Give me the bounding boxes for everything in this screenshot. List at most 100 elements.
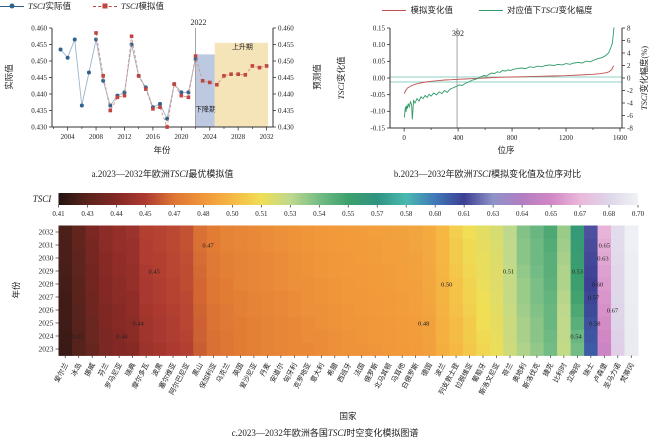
svg-text:2031: 2031 <box>39 240 54 249</box>
svg-text:0.44: 0.44 <box>110 210 123 218</box>
svg-text:2004: 2004 <box>61 133 76 141</box>
colorbar-label: TSCI <box>32 194 52 204</box>
svg-text:-6: -6 <box>627 112 633 120</box>
svg-text:0.445: 0.445 <box>278 74 294 82</box>
svg-text:2023: 2023 <box>39 344 54 353</box>
svg-text:2008: 2008 <box>89 133 104 141</box>
svg-text:2032: 2032 <box>39 227 54 236</box>
svg-text:冰岛: 冰岛 <box>69 361 84 378</box>
svg-text:0.455: 0.455 <box>278 41 294 49</box>
legend-label: TSCI实际值 <box>28 1 71 11</box>
svg-text:爱尔兰: 爱尔兰 <box>52 361 70 384</box>
svg-text:0.50: 0.50 <box>226 210 239 218</box>
svg-text:0: 0 <box>402 134 406 142</box>
svg-text:-4: -4 <box>627 99 633 107</box>
svg-text:0.450: 0.450 <box>31 57 47 65</box>
legend-item-tsci-actual: TSCI实际值 <box>0 0 71 12</box>
svg-text:0.430: 0.430 <box>31 123 47 131</box>
svg-text:0.51: 0.51 <box>255 210 268 218</box>
svg-text:0.58: 0.58 <box>400 210 413 218</box>
svg-text:波黑: 波黑 <box>150 361 165 378</box>
svg-text:0.48: 0.48 <box>197 210 210 218</box>
heatmap-canvas: 0.41 0.43 0.44 0.45 0.47 0.48 0.50 0.51 0.53 0.54… <box>39 193 645 396</box>
svg-text:2012: 2012 <box>117 133 132 141</box>
svg-text:0.48: 0.48 <box>418 320 429 327</box>
ylabel-actual-value: 实际值 <box>4 64 14 90</box>
legend-b: 模拟变化值 对应值下TSCI变化幅度 <box>325 4 650 16</box>
chart-b-canvas: 392 -0.15 -0.10 -0.05 0.00 0.05 0.10 0.15 -8 -6 -4… <box>370 24 633 142</box>
svg-text:2016: 2016 <box>146 133 161 141</box>
svg-text:0.68: 0.68 <box>603 210 616 218</box>
svg-text:2025: 2025 <box>39 318 54 327</box>
chart-b: 392 -0.15 -0.10 -0.05 0.00 0.05 0.10 0.15 -8 -6 -4… <box>370 24 633 142</box>
svg-text:黑山: 黑山 <box>190 361 205 378</box>
svg-text:0.440: 0.440 <box>278 90 294 98</box>
svg-text:8: 8 <box>627 24 631 32</box>
caption-b: b.2023—2032年欧洲TSCI模拟变化值及位序对比 <box>393 169 582 179</box>
svg-text:0.460: 0.460 <box>31 24 47 32</box>
svg-text:0.43: 0.43 <box>81 210 94 218</box>
svg-text:400: 400 <box>453 134 464 142</box>
caption-c: c.2023—2032年欧洲各国TSCI时空变化模拟图谱 <box>231 428 419 438</box>
svg-text:0.44: 0.44 <box>116 333 128 340</box>
svg-text:0.435: 0.435 <box>278 107 294 115</box>
svg-text:0.00: 0.00 <box>373 74 386 82</box>
svg-text:2027: 2027 <box>39 292 54 301</box>
svg-text:-0.05: -0.05 <box>370 91 385 99</box>
svg-text:希腊: 希腊 <box>325 361 340 378</box>
svg-text:0.53: 0.53 <box>572 268 583 275</box>
svg-text:0.61: 0.61 <box>458 210 471 218</box>
svg-text:0.15: 0.15 <box>373 24 386 32</box>
svg-text:法国: 法国 <box>352 361 367 378</box>
svg-text:2026: 2026 <box>39 305 54 314</box>
svg-text:0.47: 0.47 <box>202 242 214 249</box>
chart-a-canvas: 下降期 上升期 2022 0.430 0.435 0.440 0.445 0.450 0.455… <box>31 18 294 141</box>
svg-text:4: 4 <box>627 49 631 57</box>
svg-text:0.58: 0.58 <box>589 320 600 327</box>
svg-text:0.54: 0.54 <box>313 210 326 218</box>
svg-text:2024: 2024 <box>203 133 218 141</box>
svg-text:0.64: 0.64 <box>516 210 529 218</box>
svg-text:0.70: 0.70 <box>632 210 645 218</box>
svg-text:0.460: 0.460 <box>278 24 294 32</box>
svg-text:波兰: 波兰 <box>433 361 448 378</box>
caption-a: a.2023—2032年欧洲TSCI最优模拟值 <box>91 169 234 179</box>
svg-text:2024: 2024 <box>39 331 54 340</box>
svg-text:0.53: 0.53 <box>284 210 297 218</box>
svg-text:0.63: 0.63 <box>597 255 608 262</box>
line-circle-marker-icon <box>0 3 24 9</box>
svg-text:德国: 德国 <box>419 361 434 378</box>
legend-a: TSCI实际值 TSCI模拟值 <box>0 0 164 12</box>
svg-text:2032: 2032 <box>260 133 275 141</box>
svg-text:2022: 2022 <box>191 18 207 27</box>
svg-text:0.440: 0.440 <box>31 90 47 98</box>
legend-item-tsci-sim: TSCI模拟值 <box>93 0 164 12</box>
legend-item-sim-change: 模拟变化值 <box>382 4 453 16</box>
svg-text:0.455: 0.455 <box>31 41 47 49</box>
svg-text:0.50: 0.50 <box>441 281 452 288</box>
svg-text:2029: 2029 <box>39 266 54 275</box>
svg-text:瑞典: 瑞典 <box>123 361 138 378</box>
svg-text:瑞士: 瑞士 <box>581 361 596 378</box>
svg-text:丹麦: 丹麦 <box>258 361 273 378</box>
legend-label: TSCI模拟值 <box>121 1 164 11</box>
svg-text:2028: 2028 <box>231 133 246 141</box>
svg-text:0.44: 0.44 <box>132 320 144 327</box>
svg-text:0.10: 0.10 <box>373 41 386 49</box>
svg-text:0.445: 0.445 <box>31 74 47 82</box>
ylabel-heatmap-year: 年份 <box>11 281 21 299</box>
series-对应值下TSCI变化幅度 <box>403 27 615 120</box>
ylabel-predicted-value: 预测值 <box>312 64 322 90</box>
legend-item-change-amplitude: 对应值下TSCI变化幅度 <box>479 4 593 16</box>
legend-label: 对应值下TSCI变化幅度 <box>507 5 593 15</box>
svg-text:-0.15: -0.15 <box>370 124 385 132</box>
colorbar <box>58 193 638 205</box>
svg-text:上升期: 上升期 <box>232 42 253 51</box>
svg-text:0.41: 0.41 <box>52 210 65 218</box>
xlabel-country: 国家 <box>339 411 357 421</box>
svg-text:0.435: 0.435 <box>31 107 47 115</box>
svg-text:-8: -8 <box>627 124 633 132</box>
svg-text:芬兰: 芬兰 <box>96 361 111 378</box>
svg-text:0.54: 0.54 <box>570 333 582 340</box>
